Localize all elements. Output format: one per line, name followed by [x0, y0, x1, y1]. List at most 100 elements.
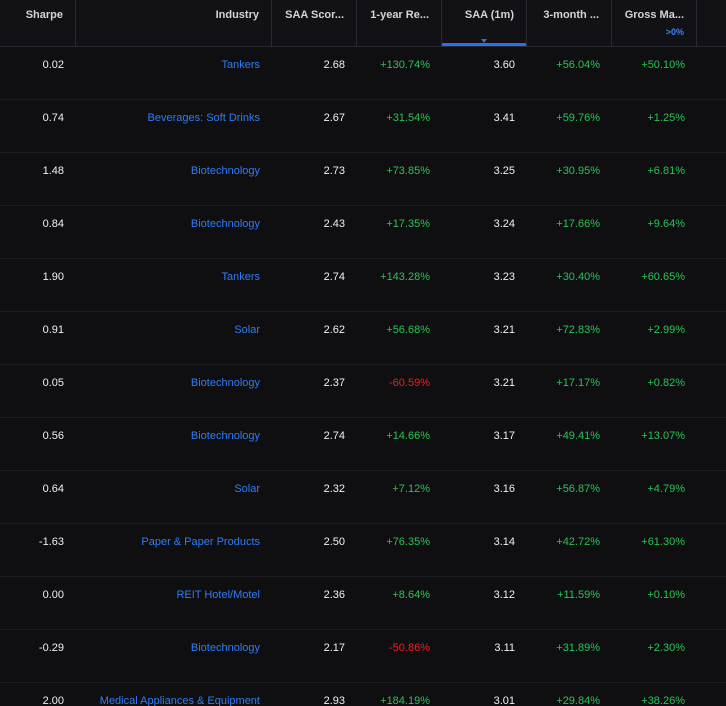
saa-1m-cell: 3.41: [493, 112, 515, 124]
one-year-return-cell: +143.28%: [380, 271, 430, 283]
industry-link[interactable]: Tankers: [221, 59, 260, 71]
column-header-label: Sharpe: [25, 9, 63, 21]
sharpe-cell: 0.00: [42, 589, 64, 601]
industry-link[interactable]: Solar: [234, 483, 260, 495]
industry-link[interactable]: Biotechnology: [190, 377, 260, 389]
sharpe-cell: 0.84: [42, 218, 64, 230]
industry-link[interactable]: Medical Appliances & Equipment: [99, 695, 260, 706]
table-row[interactable]: 0.74 Beverages: Soft Drinks 2.67 +31.54% 3.4…: [0, 100, 726, 153]
sharpe-cell: 0.91: [42, 324, 64, 336]
industry-link[interactable]: Paper & Paper Products: [141, 536, 260, 548]
one-year-return-cell: +73.85%: [386, 165, 430, 177]
column-header-saa-score[interactable]: SAA Scor...: [272, 0, 357, 46]
three-month-cell: +30.40%: [556, 271, 600, 283]
saa-score-cell: 2.74: [323, 430, 345, 442]
saa-score-cell: 2.32: [323, 483, 345, 495]
saa-1m-cell: 3.21: [493, 377, 515, 389]
saa-1m-cell: 3.25: [493, 165, 515, 177]
sharpe-cell: -1.63: [38, 536, 64, 548]
table-row[interactable]: 1.48 Biotechnology 2.73 +73.85% 3.25 +30.95% +…: [0, 153, 726, 206]
table-row[interactable]: 0.56 Biotechnology 2.74 +14.66% 3.17 +49.41% +…: [0, 418, 726, 471]
table-row[interactable]: 0.02 Tankers 2.68 +130.74% 3.60 +56.04% +50.10…: [0, 47, 726, 100]
saa-score-cell: 2.62: [323, 324, 345, 336]
column-header-saa-1m[interactable]: SAA (1m): [442, 0, 527, 46]
row-spacer: [697, 100, 726, 152]
row-spacer: [697, 630, 726, 682]
column-header-gross-margin[interactable]: Gross Ma... >0%: [612, 0, 697, 46]
saa-1m-cell: 3.60: [493, 59, 515, 71]
table-row[interactable]: 1.90 Tankers 2.74 +143.28% 3.23 +30.40% +60.65…: [0, 259, 726, 312]
three-month-cell: +11.59%: [557, 589, 600, 601]
row-spacer: [697, 47, 726, 99]
table-header: Sharpe Industry SAA Scor... 1-year Re...…: [0, 0, 726, 47]
industry-link[interactable]: Tankers: [221, 271, 260, 283]
three-month-cell: +30.95%: [556, 165, 600, 177]
row-spacer: [697, 683, 726, 706]
column-header-sharpe[interactable]: Sharpe: [0, 0, 76, 46]
table-body: 0.02 Tankers 2.68 +130.74% 3.60 +56.04% +50.10…: [0, 47, 726, 706]
column-header-label: Gross Ma...: [624, 9, 684, 21]
three-month-cell: +42.72%: [556, 536, 600, 548]
column-header-3-month[interactable]: 3-month ...: [527, 0, 612, 46]
saa-1m-cell: 3.17: [493, 430, 515, 442]
saa-1m-cell: 3.16: [493, 483, 515, 495]
sharpe-cell: 1.90: [42, 271, 64, 283]
three-month-cell: +31.89%: [556, 642, 600, 654]
row-spacer: [697, 153, 726, 205]
column-header-label: SAA (1m): [464, 9, 514, 21]
three-month-cell: +56.04%: [556, 59, 600, 71]
row-spacer: [697, 471, 726, 523]
sharpe-cell: 0.64: [42, 483, 64, 495]
saa-1m-cell: 3.21: [493, 324, 515, 336]
industry-link[interactable]: Biotechnology: [190, 218, 260, 230]
industry-link[interactable]: Biotechnology: [190, 642, 260, 654]
three-month-cell: +72.83%: [556, 324, 600, 336]
column-header-label: SAA Scor...: [285, 9, 344, 21]
saa-score-cell: 2.68: [323, 59, 345, 71]
gross-margin-cell: +0.10%: [647, 589, 685, 601]
industry-link[interactable]: Beverages: Soft Drinks: [147, 112, 261, 124]
table-row[interactable]: 0.91 Solar 2.62 +56.68% 3.21 +72.83% +2.99%: [0, 312, 726, 365]
sharpe-cell: 0.74: [42, 112, 64, 124]
table-row[interactable]: -0.29 Biotechnology 2.17 -50.86% 3.11 +31.89%…: [0, 630, 726, 683]
three-month-cell: +49.41%: [556, 430, 600, 442]
industry-link[interactable]: Biotechnology: [190, 430, 260, 442]
row-spacer: [697, 365, 726, 417]
sharpe-cell: 2.00: [42, 695, 64, 706]
column-header-industry[interactable]: Industry: [76, 0, 272, 46]
gross-margin-cell: +2.30%: [647, 642, 685, 654]
industry-link[interactable]: REIT Hotel/Motel: [176, 589, 260, 601]
column-header-label: 3-month ...: [543, 9, 599, 21]
three-month-cell: +59.76%: [556, 112, 600, 124]
table-row[interactable]: -1.63 Paper & Paper Products 2.50 +76.35% 3.…: [0, 524, 726, 577]
gross-margin-cell: +38.26%: [641, 695, 685, 706]
one-year-return-cell: +17.35%: [386, 218, 430, 230]
industry-link[interactable]: Biotechnology: [190, 165, 260, 177]
sharpe-cell: 1.48: [42, 165, 64, 177]
one-year-return-cell: +130.74%: [380, 59, 430, 71]
table-row[interactable]: 0.84 Biotechnology 2.43 +17.35% 3.24 +17.66% +…: [0, 206, 726, 259]
saa-score-cell: 2.74: [323, 271, 345, 283]
industry-link[interactable]: Solar: [234, 324, 260, 336]
table-row[interactable]: 0.64 Solar 2.32 +7.12% 3.16 +56.87% +4.79%: [0, 471, 726, 524]
gross-margin-cell: +0.82%: [647, 377, 685, 389]
column-header-1-year-return[interactable]: 1-year Re...: [357, 0, 442, 46]
gross-margin-cell: +4.79%: [647, 483, 685, 495]
table-row[interactable]: 2.00 Medical Appliances & Equipment 2.93 +1…: [0, 683, 726, 706]
sharpe-cell: 0.56: [42, 430, 64, 442]
saa-1m-cell: 3.01: [493, 695, 515, 706]
gross-margin-cell: +1.25%: [647, 112, 685, 124]
saa-1m-cell: 3.11: [494, 642, 515, 654]
sharpe-cell: 0.02: [42, 59, 64, 71]
table-row[interactable]: 0.00 REIT Hotel/Motel 2.36 +8.64% 3.12 +11.59…: [0, 577, 726, 630]
row-spacer: [697, 418, 726, 470]
table-row[interactable]: 0.05 Biotechnology 2.37 -60.59% 3.21 +17.17% +…: [0, 365, 726, 418]
three-month-cell: +17.17%: [556, 377, 600, 389]
saa-score-cell: 2.17: [323, 642, 345, 654]
saa-score-cell: 2.73: [323, 165, 345, 177]
one-year-return-cell: +8.64%: [392, 589, 430, 601]
one-year-return-cell: -50.86%: [389, 642, 430, 654]
row-spacer: [697, 312, 726, 364]
gross-margin-filter-badge[interactable]: >0%: [665, 27, 684, 37]
